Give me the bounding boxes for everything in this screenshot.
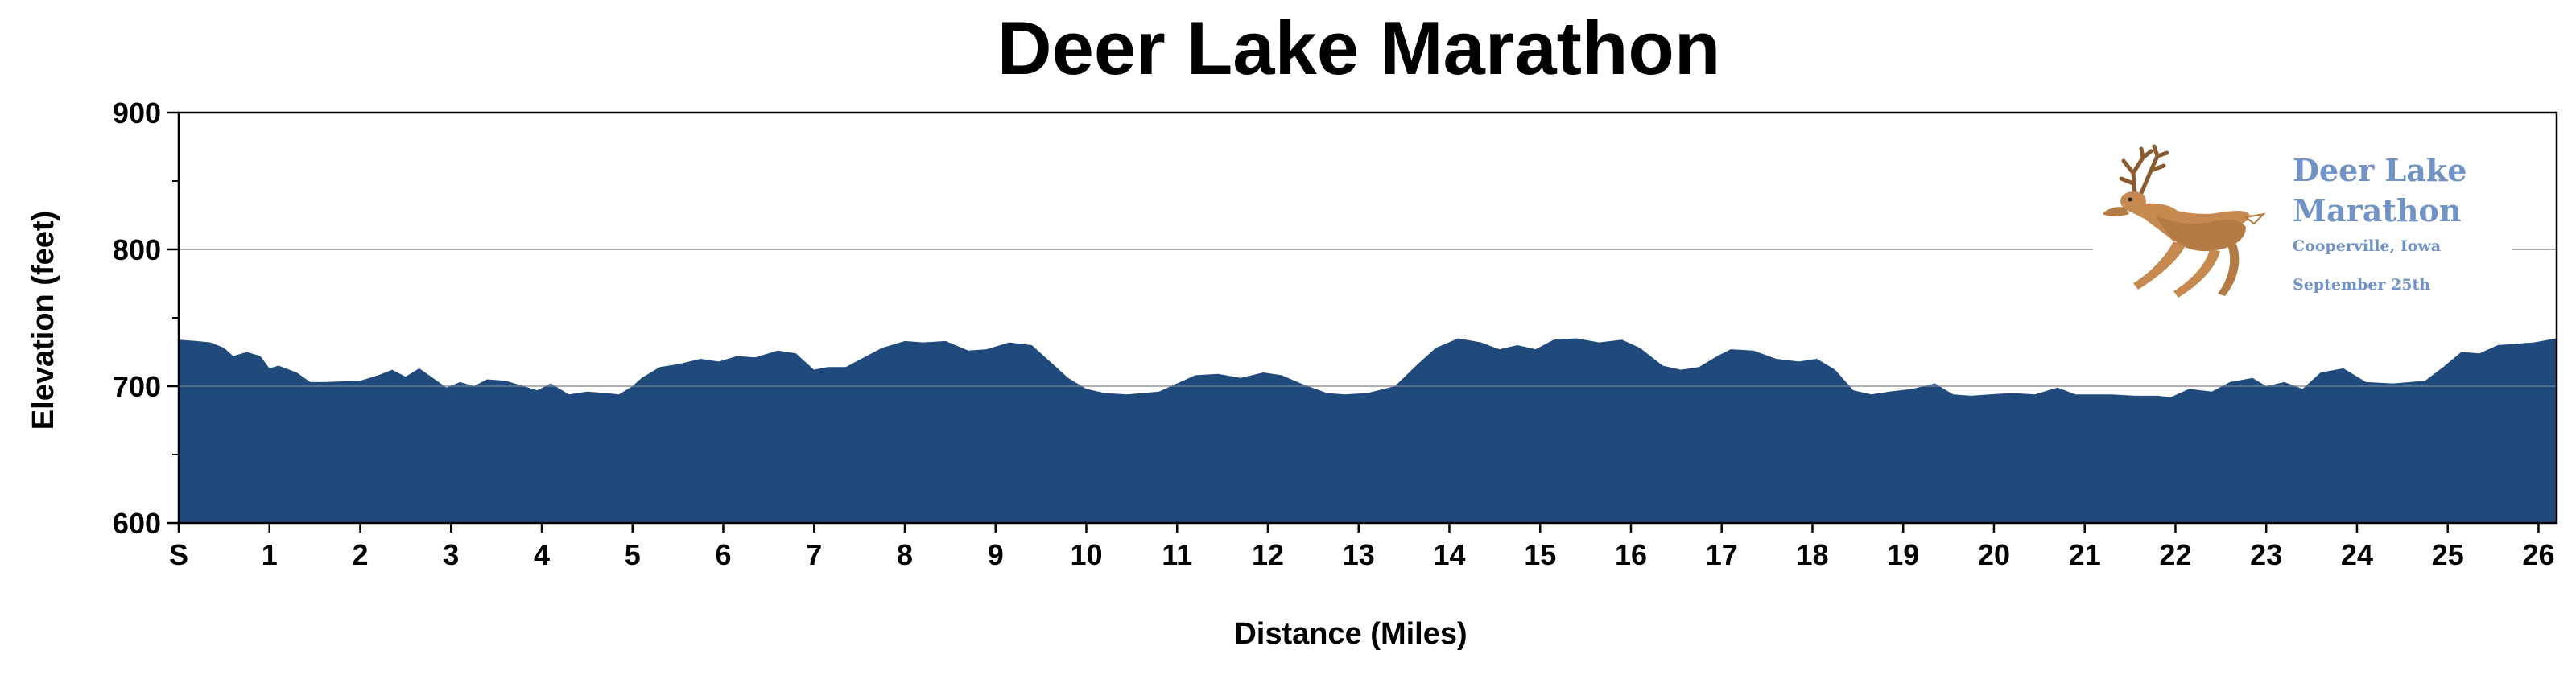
x-tick-label-4: 4 [534, 538, 550, 571]
x-tick-label-15: 15 [1524, 538, 1556, 571]
x-tick-label-18: 18 [1796, 538, 1828, 571]
x-tick-label-21: 21 [2069, 538, 2101, 571]
x-axis: S 1 2 3 4 5 6 7 8 9 10 11 12 13 14 15 16 17 18 19 20 21 22 23 24… [169, 523, 2554, 571]
x-tick-label-25: 25 [2432, 538, 2464, 571]
y-axis: 600 700 800 900 [113, 97, 179, 540]
x-tick-label-9: 9 [988, 538, 1004, 571]
x-axis-label: Distance (Miles) [1234, 617, 1467, 651]
x-tick-label-13: 13 [1343, 538, 1375, 571]
x-tick-label-24: 24 [2341, 538, 2373, 571]
x-tick-label-5: 5 [625, 538, 641, 571]
y-tick-label-800: 800 [113, 233, 161, 266]
x-tick-label-2: 2 [352, 538, 368, 571]
logo-date: September 25th [2293, 276, 2430, 294]
x-tick-label-20: 20 [1978, 538, 2010, 571]
logo-title-line2: Marathon [2293, 192, 2461, 228]
x-tick-label-11: 11 [1162, 538, 1192, 571]
x-tick-label-1: 1 [262, 538, 278, 571]
y-tick-label-600: 600 [113, 507, 161, 540]
logo-background [2093, 143, 2512, 328]
deer-icon [2103, 144, 2266, 298]
x-tick-label-26: 26 [2522, 538, 2554, 571]
plot-frame [177, 111, 2558, 525]
y-tick-label-900: 900 [113, 97, 161, 130]
elevation-area [179, 338, 2557, 523]
x-tick-label-6: 6 [715, 538, 731, 571]
x-tick-label-23: 23 [2250, 538, 2282, 571]
x-tick-label-14: 14 [1433, 538, 1465, 571]
logo-title-line1: Deer Lake [2293, 152, 2467, 188]
x-tick-label-S: S [169, 538, 188, 571]
x-tick-label-10: 10 [1070, 538, 1102, 571]
x-tick-label-12: 12 [1252, 538, 1284, 571]
y-tick-label-700: 700 [113, 370, 161, 403]
logo-location: Cooperville, Iowa [2293, 237, 2441, 255]
x-tick-label-8: 8 [897, 538, 913, 571]
race-logo: Deer Lake Marathon Cooperville, Iowa Sep… [2093, 143, 2512, 328]
x-tick-label-19: 19 [1887, 538, 1919, 571]
y-axis-label: Elevation (feet) [27, 211, 60, 430]
chart-title: Deer Lake Marathon [997, 6, 1721, 90]
x-tick-label-17: 17 [1706, 538, 1738, 571]
x-tick-label-22: 22 [2159, 538, 2191, 571]
x-tick-label-7: 7 [806, 538, 822, 571]
x-tick-label-16: 16 [1615, 538, 1647, 571]
x-tick-label-3: 3 [443, 538, 459, 571]
